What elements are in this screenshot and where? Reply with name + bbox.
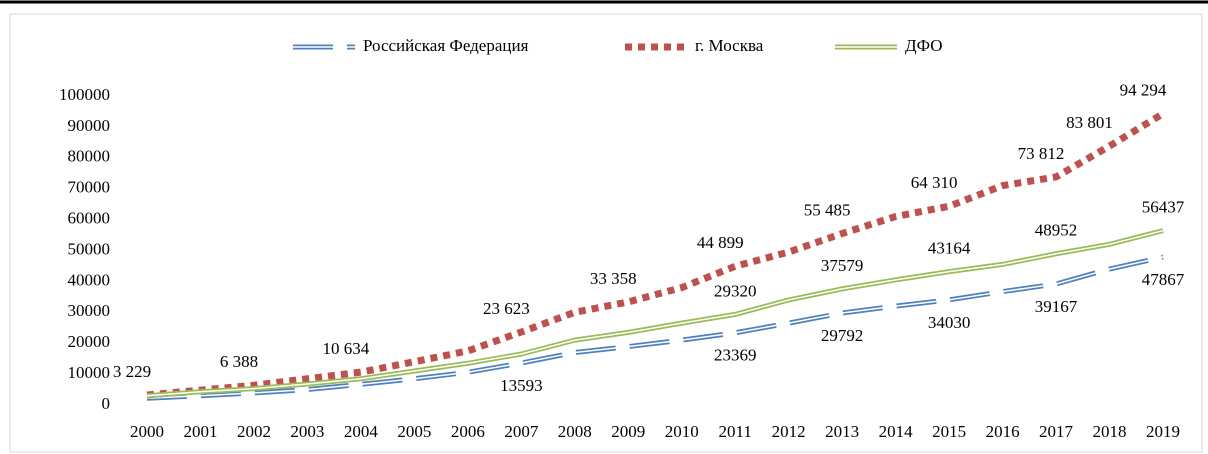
x-tick-label: 2007 — [504, 422, 539, 441]
y-tick-label: 60000 — [68, 209, 111, 228]
legend-label: г. Москва — [695, 36, 764, 55]
data-label: 73 812 — [1018, 144, 1065, 163]
x-tick-label: 2004 — [344, 422, 379, 441]
x-tick-label: 2010 — [665, 422, 699, 441]
data-label: 33 358 — [590, 269, 637, 288]
x-tick-label: 2019 — [1146, 422, 1180, 441]
legend-label: Российская Федерация — [363, 36, 529, 55]
x-tick-label: 2016 — [986, 422, 1020, 441]
data-label: 39167 — [1035, 297, 1078, 316]
x-tick-label: 2012 — [772, 422, 806, 441]
line-inner — [146, 256, 1164, 399]
x-tick-label: 2013 — [825, 422, 859, 441]
x-tick-label: 2001 — [183, 422, 217, 441]
y-tick-label: 80000 — [68, 147, 111, 166]
x-tick-label: 2014 — [879, 422, 914, 441]
x-tick-label: 2003 — [290, 422, 324, 441]
x-tick-label: 2008 — [558, 422, 592, 441]
y-tick-label: 70000 — [68, 178, 111, 197]
y-tick-label: 40000 — [68, 270, 111, 289]
data-label: 13593 — [500, 376, 543, 395]
x-tick-label: 2009 — [611, 422, 645, 441]
data-label: 29320 — [714, 281, 757, 300]
data-label: 56437 — [1142, 198, 1185, 217]
data-label: 34030 — [928, 313, 971, 332]
data-label: 48952 — [1035, 221, 1078, 240]
data-label: 3 229 — [113, 362, 151, 381]
x-tick-label: 2015 — [932, 422, 966, 441]
data-label: 6 388 — [220, 352, 258, 371]
data-label: 43164 — [928, 239, 971, 258]
x-tick-label: 2017 — [1039, 422, 1074, 441]
data-label: 94 294 — [1120, 81, 1167, 100]
legend-label: ДФО — [905, 36, 943, 55]
data-label: 44 899 — [697, 233, 744, 252]
x-tick-label: 2011 — [719, 422, 752, 441]
data-label: 23369 — [714, 346, 757, 365]
x-tick-label: 2006 — [451, 422, 485, 441]
y-tick-label: 100000 — [59, 85, 110, 104]
y-tick-label: 10000 — [68, 363, 111, 382]
data-label: 23 623 — [483, 299, 530, 318]
y-tick-label: 20000 — [68, 332, 111, 351]
data-label: 47867 — [1142, 270, 1185, 289]
y-tick-label: 90000 — [68, 116, 111, 135]
chart-frame — [9, 13, 1203, 453]
x-tick-label: 2005 — [397, 422, 431, 441]
data-label: 37579 — [821, 256, 864, 275]
data-label: 64 310 — [911, 173, 958, 192]
line — [146, 110, 1165, 399]
y-tick-label: 50000 — [68, 239, 111, 258]
x-tick-label: 2000 — [130, 422, 164, 441]
data-label: 29792 — [821, 326, 864, 345]
line-inner — [146, 229, 1164, 397]
data-label: 55 485 — [804, 200, 851, 219]
data-label: 10 634 — [323, 339, 370, 358]
x-tick-label: 2018 — [1093, 422, 1127, 441]
y-tick-label: 30000 — [68, 301, 111, 320]
y-tick-label: 0 — [102, 394, 111, 413]
x-tick-label: 2002 — [237, 422, 271, 441]
data-label: 83 801 — [1066, 113, 1113, 132]
